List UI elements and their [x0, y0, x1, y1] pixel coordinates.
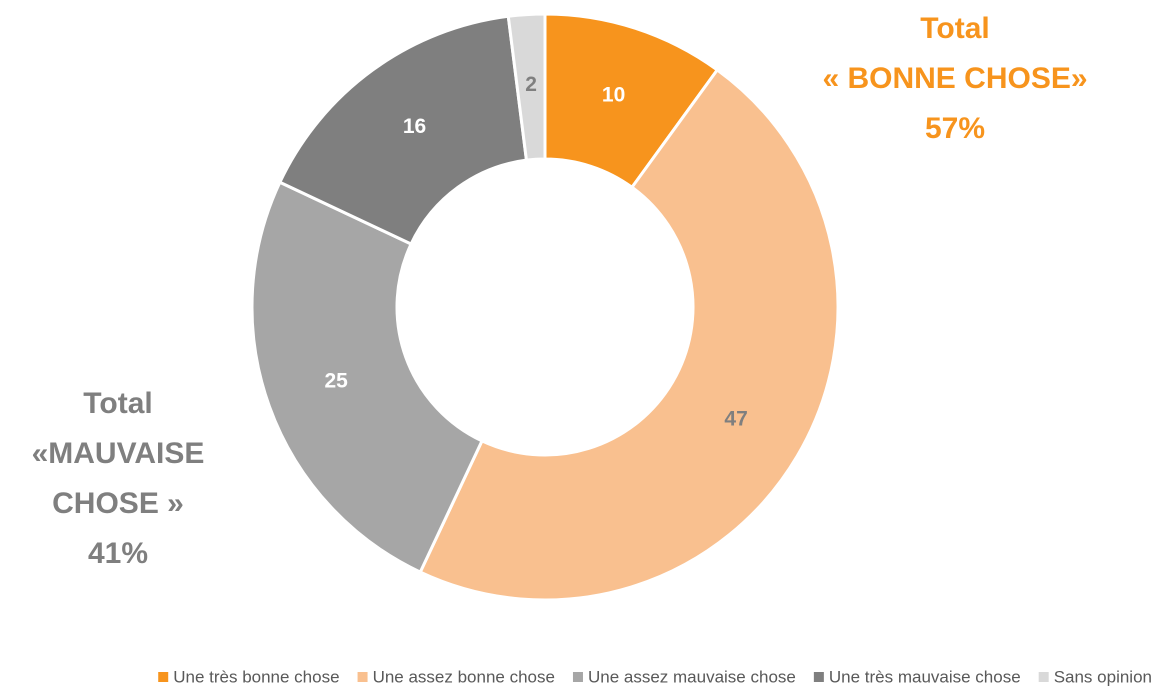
data-label: 25	[324, 370, 348, 393]
legend-swatch	[357, 672, 368, 682]
annotation: CHOSE »	[52, 487, 184, 520]
legend-label: Sans opinion	[1054, 667, 1152, 686]
legend-swatch	[813, 672, 824, 682]
legend-label: Une assez mauvaise chose	[588, 667, 796, 686]
annotation: Total	[83, 387, 152, 420]
annotation: 57%	[925, 112, 985, 145]
legend-label: Une très mauvaise chose	[829, 667, 1021, 686]
donut-slice	[506, 12, 547, 162]
donut-slice	[277, 14, 529, 246]
data-label: 47	[724, 408, 747, 431]
legend-swatch	[158, 672, 169, 682]
legend-swatch	[1038, 672, 1049, 682]
data-label: 10	[602, 83, 625, 106]
annotation: « BONNE CHOSE»	[822, 62, 1087, 95]
legend-label: Une assez bonne chose	[373, 667, 555, 686]
legend-swatch	[572, 672, 583, 682]
annotation: «MAUVAISE	[32, 437, 205, 470]
data-label: 16	[403, 115, 426, 138]
annotation: Total	[920, 12, 989, 45]
data-label: 2	[525, 73, 537, 96]
annotation: 41%	[88, 537, 148, 570]
donut-slice	[250, 180, 484, 575]
legend-label: Une très bonne chose	[173, 667, 339, 686]
donut-slice	[418, 67, 840, 602]
